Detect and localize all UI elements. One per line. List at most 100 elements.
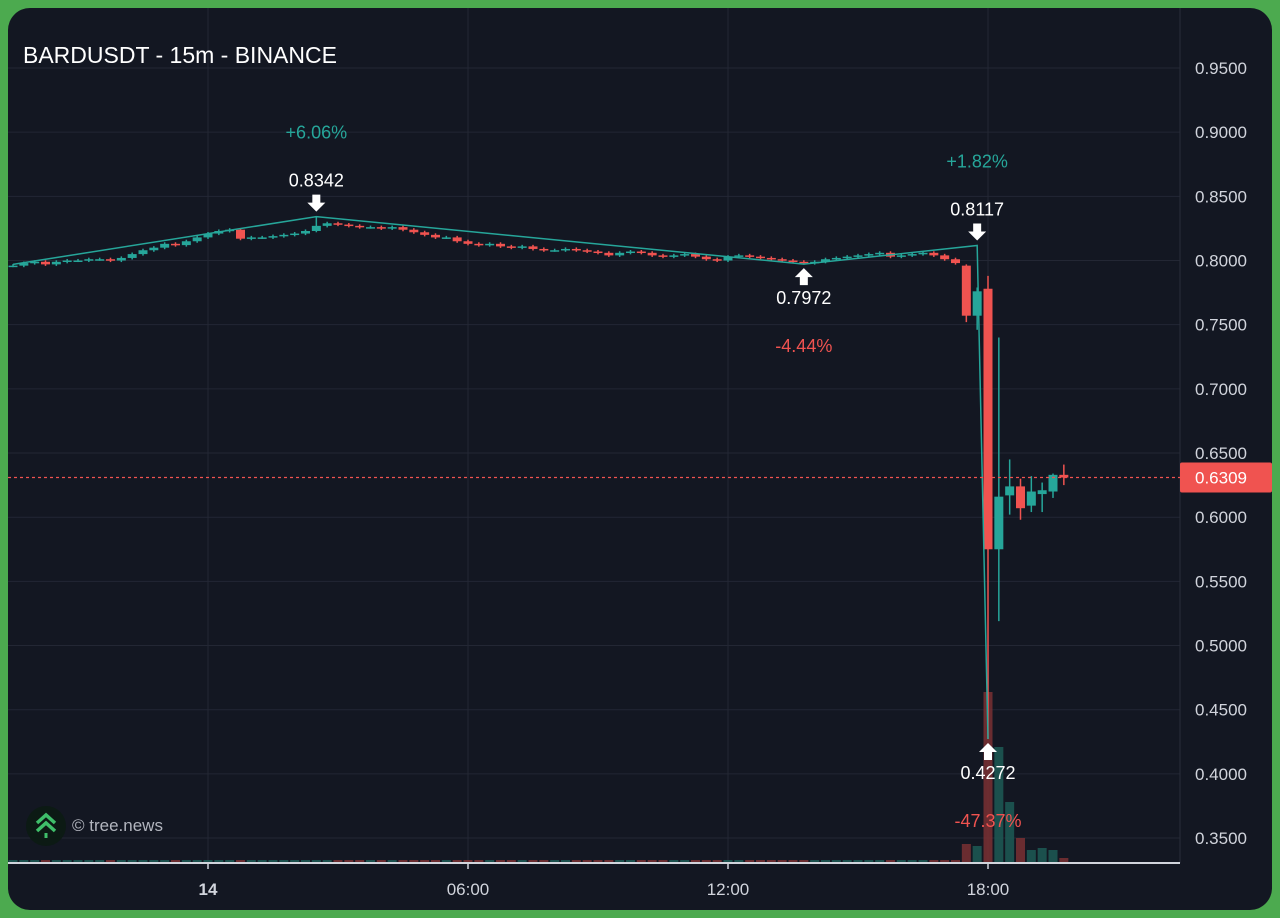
y-tick-label: 0.4500	[1195, 701, 1247, 720]
volume-bar	[452, 860, 462, 862]
candle-body	[1016, 486, 1025, 509]
y-tick-label: 0.5500	[1195, 572, 1247, 591]
volume-bar	[918, 860, 928, 862]
arrow-up-icon	[979, 742, 997, 760]
candle-body	[51, 261, 61, 265]
candle-body	[387, 227, 397, 229]
volume-bar	[506, 860, 516, 862]
volume-bar	[734, 860, 744, 862]
x-tick-label: 06:00	[447, 880, 490, 899]
candle-body	[496, 243, 505, 247]
candle-body	[907, 254, 917, 256]
volume-bar	[62, 860, 72, 862]
candle-body	[149, 247, 159, 251]
pivot-percent-label: +1.82%	[946, 151, 1008, 171]
candle-body	[875, 252, 885, 255]
volume-bar	[799, 860, 809, 862]
candle-body	[550, 250, 560, 252]
candle-body	[19, 263, 29, 266]
volume-bar	[138, 860, 148, 862]
candle-body	[62, 260, 72, 263]
volume-bar	[1048, 850, 1058, 862]
volume-bar	[951, 860, 960, 862]
candle-body	[431, 234, 440, 238]
candle-body	[246, 237, 256, 239]
candle-body	[506, 246, 516, 248]
candle-body	[376, 227, 386, 229]
y-tick-label: 0.8000	[1195, 252, 1247, 271]
candle-body	[853, 255, 863, 257]
y-tick-label: 0.8500	[1195, 187, 1247, 206]
volume-bar	[1037, 848, 1047, 862]
y-tick-label: 0.5000	[1195, 637, 1247, 656]
price-chart[interactable]: 0.9500 0.9000 0.8500 0.8000 0.7500 0.7000 0.65…	[8, 8, 1272, 910]
candle-body	[1037, 490, 1047, 495]
chart-panel[interactable]: 0.9500 0.9000 0.8500 0.8000 0.7500 0.7000 0.65…	[8, 8, 1272, 910]
candle-body	[799, 261, 809, 264]
candle-body	[485, 243, 495, 246]
volume-bar	[73, 860, 83, 862]
candle-body	[73, 260, 83, 263]
watermark-text: © tree.news	[72, 816, 163, 835]
candle-body	[236, 229, 245, 239]
volume-bar	[106, 860, 115, 862]
volume-bar	[810, 860, 820, 862]
pivot-percent-label: -47.37%	[954, 811, 1021, 831]
volume-bar	[896, 860, 906, 862]
volume-bar	[290, 860, 300, 862]
candle-body	[8, 265, 18, 268]
candle-body	[636, 251, 646, 254]
volume-bar	[268, 860, 278, 862]
candle-body	[203, 233, 213, 238]
volume-bar	[929, 860, 939, 862]
candle-body	[181, 241, 191, 246]
candle-body	[171, 243, 180, 246]
volume-bar	[160, 860, 170, 862]
candle-body	[528, 246, 538, 249]
y-tick-label: 0.7000	[1195, 380, 1247, 399]
volume-bar	[756, 860, 765, 862]
candle-body	[745, 255, 755, 257]
candle-body	[831, 257, 841, 260]
volume-bar	[41, 860, 50, 862]
volume-bar	[8, 860, 18, 862]
candle-body	[1026, 491, 1036, 506]
candle-body	[268, 236, 278, 238]
volume-bar	[788, 860, 798, 862]
volume-bar	[571, 860, 581, 862]
volume-bar	[171, 860, 180, 862]
zigzag-line	[12, 215, 989, 739]
volume-bar	[907, 860, 917, 862]
candle-body	[712, 259, 722, 261]
candle-body	[160, 243, 170, 248]
volume-bar	[420, 860, 430, 862]
pivot-price-label: 0.4272	[960, 763, 1015, 783]
candle-body	[582, 250, 592, 252]
volume-bar	[333, 860, 343, 862]
pivot-percent-label: +6.06%	[286, 123, 348, 143]
pivot-price-label: 0.8342	[289, 171, 344, 191]
volume-bar	[181, 860, 191, 862]
volume-bar	[821, 860, 830, 862]
volume-bar	[582, 860, 592, 862]
volume-bar	[474, 860, 484, 862]
candle-body	[723, 256, 733, 261]
volume-bar	[626, 860, 635, 862]
volume-bar	[528, 860, 538, 862]
candle-body	[41, 261, 50, 265]
volume-bar	[604, 860, 614, 862]
volume-bar	[51, 860, 61, 862]
volume-bar	[517, 860, 527, 862]
volume-bar	[680, 860, 690, 862]
candle-body	[366, 227, 375, 229]
candle-body	[647, 252, 657, 256]
volume-bar	[344, 860, 354, 862]
volume-bar	[127, 860, 137, 862]
volume-bar	[322, 860, 332, 862]
volume-bar	[766, 860, 776, 862]
volume-bar	[961, 844, 971, 862]
candle-body	[571, 248, 581, 251]
volume-bar	[225, 860, 235, 862]
volume-bar	[398, 860, 408, 862]
candle-body	[561, 248, 570, 251]
